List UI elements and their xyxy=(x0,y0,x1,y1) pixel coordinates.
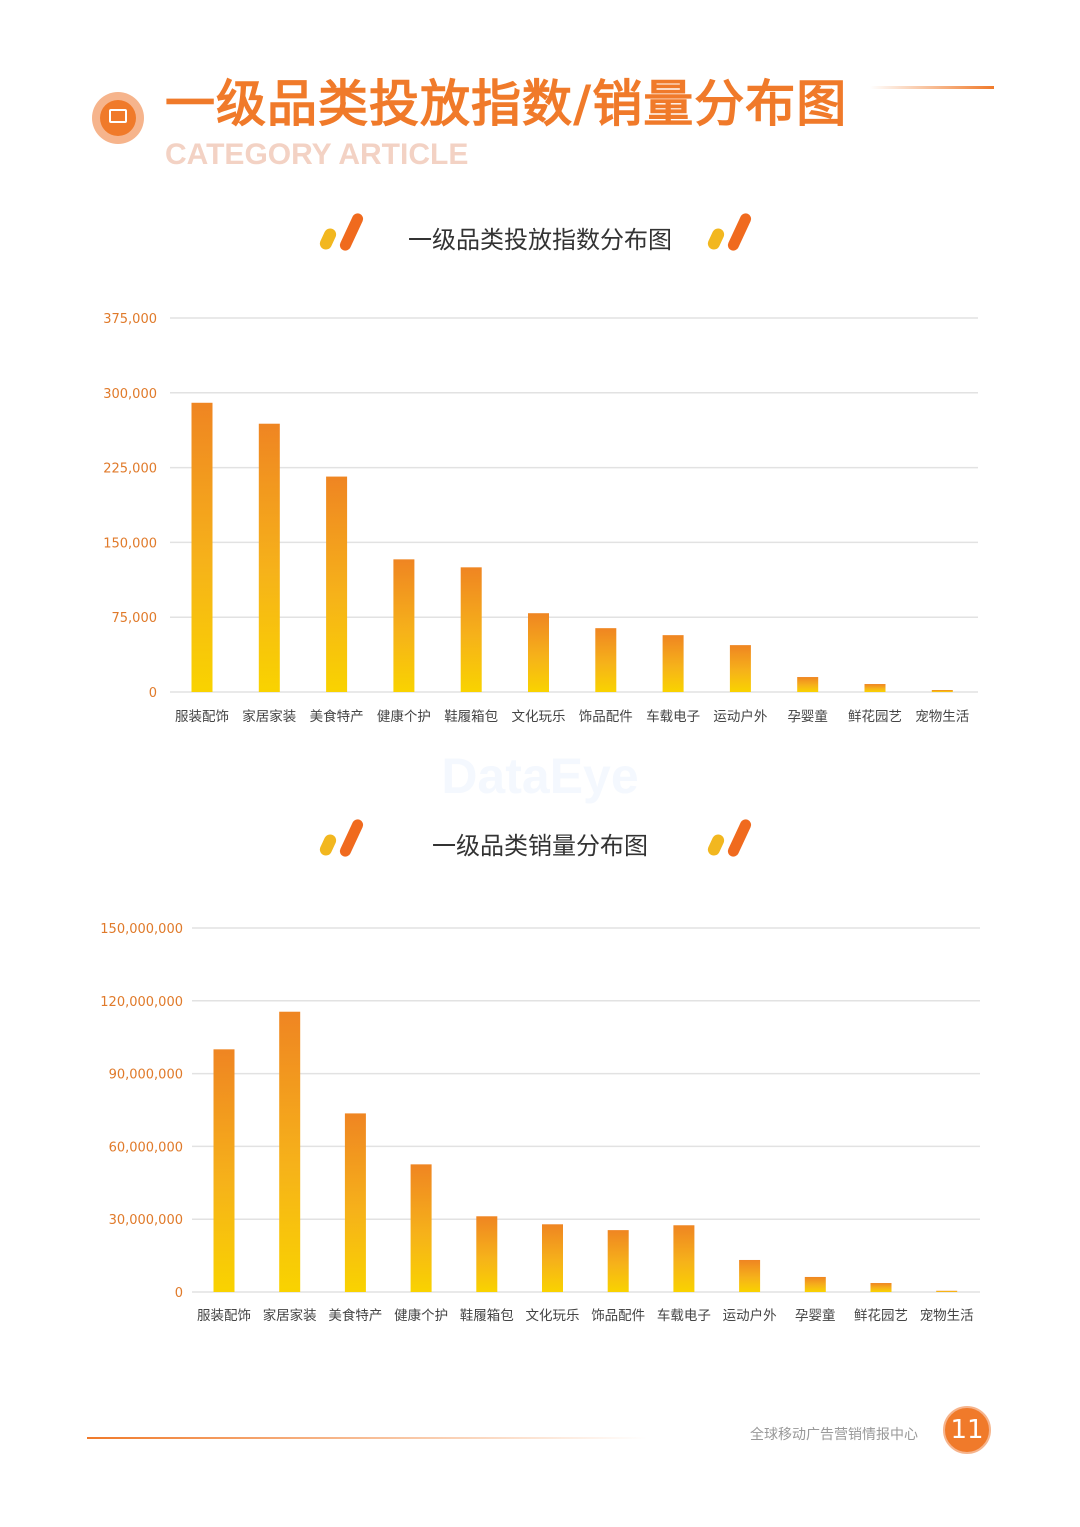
x-tick-label: 饰品配件 xyxy=(591,1308,645,1324)
y-tick-label: 300,000 xyxy=(103,387,157,402)
x-tick-label: 文化玩乐 xyxy=(512,709,566,725)
bar-美食特产 xyxy=(326,476,348,692)
bar-服装配饰 xyxy=(191,402,213,692)
chart1-title: 一级品类投放指数分布图 xyxy=(408,226,672,254)
bar-车载电子 xyxy=(673,1225,695,1292)
x-tick-label: 宠物生活 xyxy=(920,1308,974,1324)
x-tick-label: 孕婴童 xyxy=(795,1307,836,1324)
x-tick-label: 鲜花园艺 xyxy=(848,709,902,725)
bar-运动户外 xyxy=(729,645,751,692)
y-tick-label: 30,000,000 xyxy=(109,1213,183,1228)
y-tick-label: 375,000 xyxy=(103,312,157,327)
x-tick-label: 文化玩乐 xyxy=(526,1308,580,1324)
page-number: 11 xyxy=(943,1406,991,1454)
subtitle-en: CATEGORY ARTICLE xyxy=(165,138,469,171)
bar-文化玩乐 xyxy=(528,613,549,692)
x-tick-label: 孕婴童 xyxy=(787,708,828,725)
y-tick-label: 150,000 xyxy=(103,536,157,551)
bar-饰品配件 xyxy=(607,1230,629,1292)
x-tick-label: 车载电子 xyxy=(646,708,700,725)
bar-健康个护 xyxy=(410,1164,432,1292)
bar-服装配饰 xyxy=(213,1049,235,1292)
y-tick-label: 90,000,000 xyxy=(109,1068,183,1083)
footer-org: 全球移动广告营销情报中心 xyxy=(750,1427,918,1443)
bar-孕婴童 xyxy=(804,1276,826,1292)
bar-孕婴童 xyxy=(797,677,819,692)
x-tick-label: 美食特产 xyxy=(328,1307,382,1324)
watermark: DataEye xyxy=(441,748,639,804)
x-tick-label: 美食特产 xyxy=(310,708,364,725)
bar-健康个护 xyxy=(393,559,415,692)
x-tick-label: 饰品配件 xyxy=(579,709,633,725)
bar-文化玩乐 xyxy=(542,1224,563,1292)
bar-车载电子 xyxy=(662,635,684,692)
x-tick-label: 服装配饰 xyxy=(175,709,229,725)
y-tick-label: 225,000 xyxy=(103,462,157,477)
bar-家居家装 xyxy=(279,1011,301,1292)
x-tick-label: 车载电子 xyxy=(657,1307,711,1324)
x-tick-label: 健康个护 xyxy=(377,708,431,725)
x-tick-label: 鲜花园艺 xyxy=(854,1308,908,1324)
x-tick-label: 服装配饰 xyxy=(197,1308,251,1324)
footer-divider xyxy=(87,1437,647,1439)
y-tick-label: 120,000,000 xyxy=(100,995,183,1010)
x-tick-label: 家居家装 xyxy=(263,1307,317,1324)
y-tick-label: 0 xyxy=(175,1286,183,1301)
bar-美食特产 xyxy=(344,1113,366,1292)
x-tick-label: 宠物生活 xyxy=(915,709,969,725)
y-tick-label: 150,000,000 xyxy=(100,922,183,937)
y-tick-label: 0 xyxy=(149,686,157,701)
chart2-title: 一级品类销量分布图 xyxy=(432,832,648,860)
x-tick-label: 运动户外 xyxy=(713,708,767,725)
x-tick-label: 鞋履箱包 xyxy=(460,1308,514,1324)
header-divider xyxy=(870,86,994,89)
bar-运动户外 xyxy=(739,1259,761,1292)
bar-饰品配件 xyxy=(595,628,617,692)
chart-logo-icon xyxy=(92,92,144,144)
page-title: 一级品类投放指数/销量分布图 xyxy=(165,75,848,133)
bar-宠物生活 xyxy=(931,690,953,692)
x-tick-label: 家居家装 xyxy=(242,708,296,725)
bar-家居家装 xyxy=(258,423,280,692)
y-tick-label: 75,000 xyxy=(112,611,158,626)
bar-鞋履箱包 xyxy=(460,567,482,692)
bar-宠物生活 xyxy=(936,1290,958,1292)
x-tick-label: 健康个护 xyxy=(394,1307,448,1324)
x-tick-label: 鞋履箱包 xyxy=(444,709,498,725)
x-tick-label: 运动户外 xyxy=(723,1307,777,1324)
bar-鞋履箱包 xyxy=(476,1216,498,1292)
bar-鲜花园艺 xyxy=(870,1283,892,1292)
bar-鲜花园艺 xyxy=(864,684,886,692)
y-tick-label: 60,000,000 xyxy=(109,1140,183,1155)
